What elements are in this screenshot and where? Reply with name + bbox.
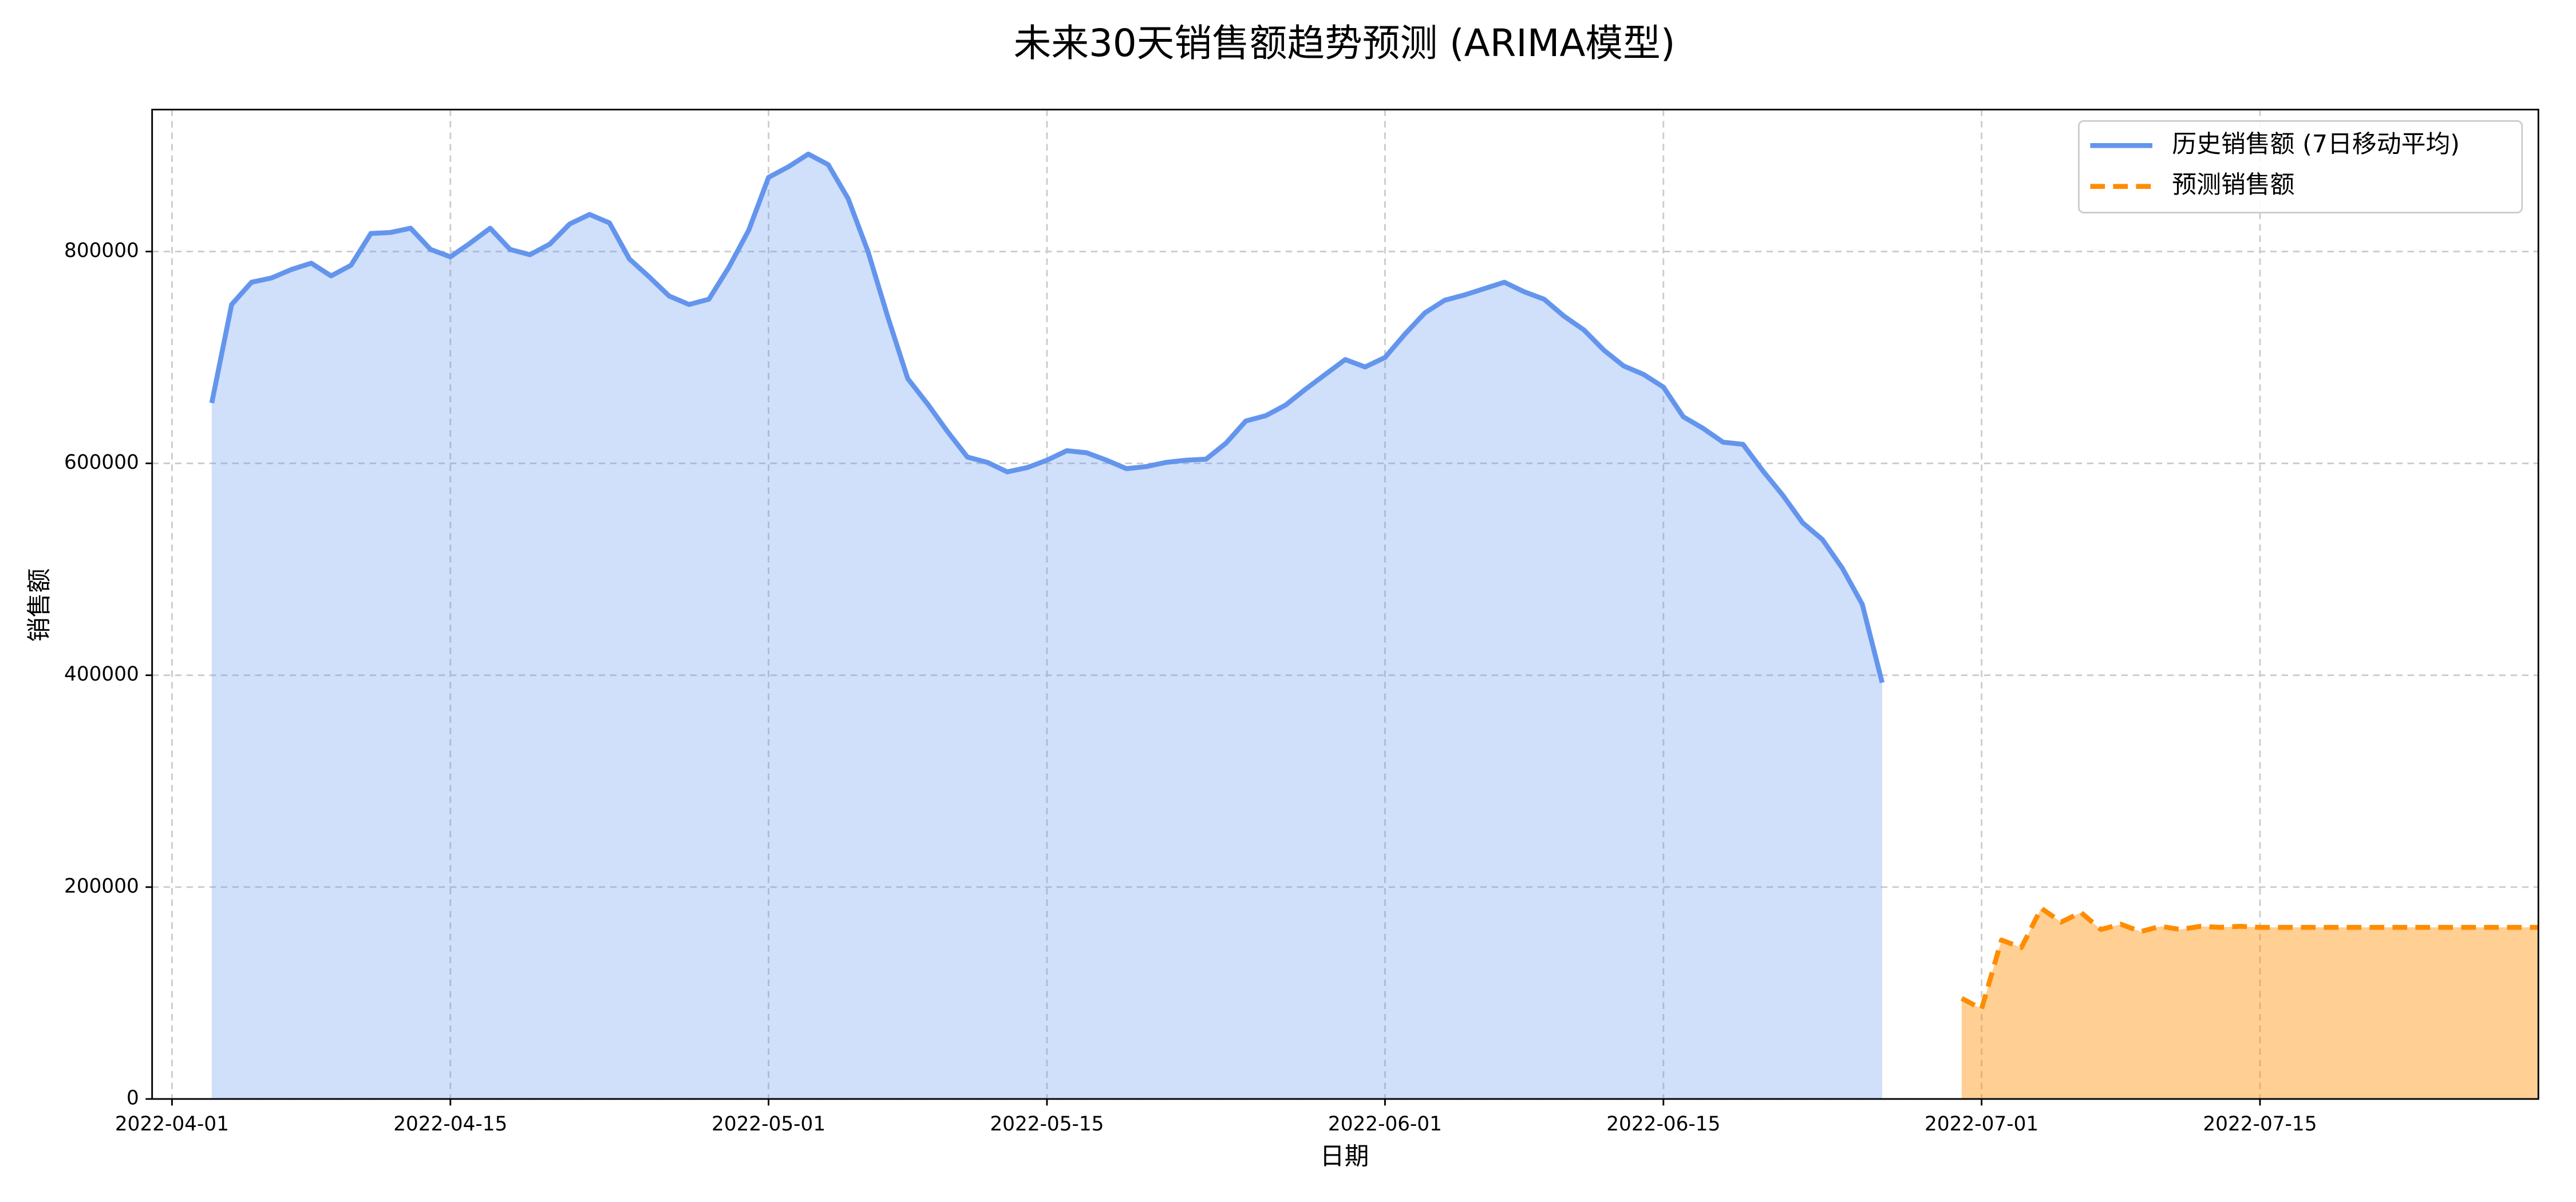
x-tick-label: 2022-04-01 bbox=[115, 1113, 229, 1136]
chart-title: 未来30天销售额趋势预测 (ARIMA模型) bbox=[1014, 22, 1676, 65]
y-axis-label: 销售额 bbox=[25, 568, 54, 642]
line bbox=[1960, 906, 2539, 1011]
y-tick-label: 400000 bbox=[64, 663, 139, 686]
y-tick-label: 800000 bbox=[64, 239, 139, 262]
legend-box bbox=[2078, 120, 2523, 213]
x-tick-label: 2022-04-15 bbox=[393, 1113, 507, 1136]
x-tick-label: 2022-07-15 bbox=[2203, 1113, 2317, 1136]
x-tick-label: 2022-06-15 bbox=[1606, 1113, 1720, 1136]
y-tick-label: 200000 bbox=[64, 875, 139, 897]
x-tick-label: 2022-06-01 bbox=[1328, 1113, 1442, 1136]
x-tick-label: 2022-05-15 bbox=[990, 1113, 1104, 1136]
line bbox=[209, 151, 1885, 683]
y-tick-label: 600000 bbox=[64, 451, 139, 474]
x-tick-label: 2022-05-01 bbox=[712, 1113, 825, 1136]
x-axis-label: 日期 bbox=[1320, 1142, 1369, 1171]
x-tick-label: 2022-07-01 bbox=[1925, 1113, 2038, 1136]
y-tick-label: 0 bbox=[127, 1086, 139, 1109]
area bbox=[1961, 908, 2539, 1099]
plot-frame bbox=[151, 109, 2539, 1100]
legend-label: 历史销售额 (7日移动平均) bbox=[2172, 130, 2460, 159]
area bbox=[211, 154, 1882, 1100]
legend-label: 预测销售额 bbox=[2172, 171, 2294, 199]
